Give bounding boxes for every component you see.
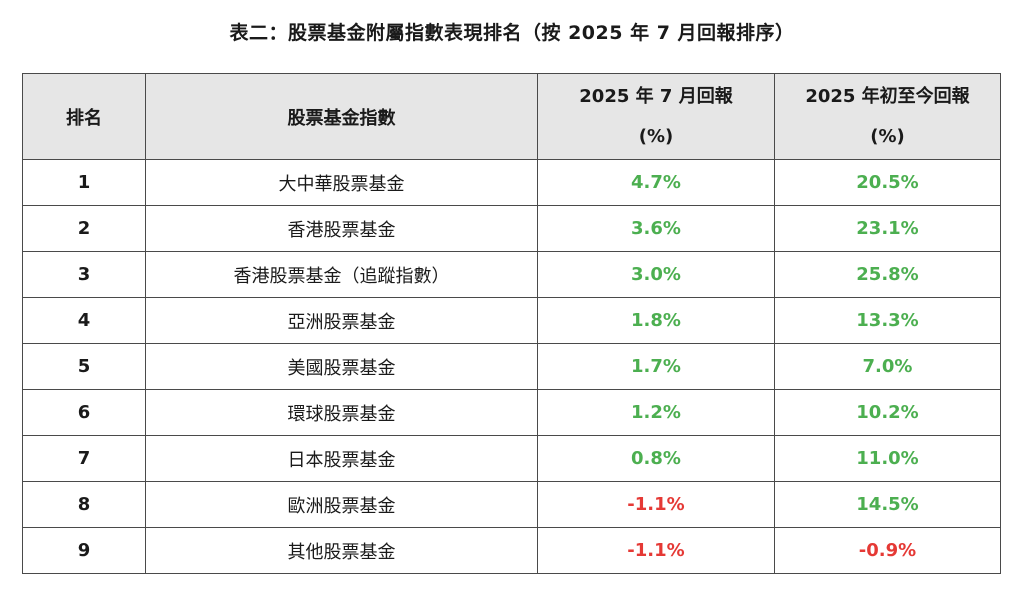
ranking-table: 排名 股票基金指數 2025 年 7 月回報 (%) 2025 年初至今回報 (… (22, 73, 1001, 574)
rank-cell: 1 (22, 159, 146, 206)
rank-cell: 8 (22, 481, 146, 528)
header-july-return: 2025 年 7 月回報 (%) (537, 73, 775, 160)
rank-cell: 3 (22, 251, 146, 298)
rank-cell: 6 (22, 389, 146, 436)
header-rank-label: 排名 (66, 107, 102, 129)
ytd-return-cell: 13.3% (774, 297, 1001, 344)
ytd-return-cell: 7.0% (774, 343, 1001, 390)
july-return-cell: 1.2% (537, 389, 775, 436)
header-rank: 排名 (22, 73, 146, 160)
fund-index-cell: 大中華股票基金 (145, 159, 538, 206)
fund-index-cell: 亞洲股票基金 (145, 297, 538, 344)
table-row: 6 環球股票基金 1.2% 10.2% (22, 389, 1001, 436)
table-body: 1 大中華股票基金 4.7% 20.5% 2 香港股票基金 3.6% 23.1% 3 香港股票基金… (22, 159, 1001, 574)
july-return-cell: -1.1% (537, 481, 775, 528)
july-return-cell: -1.1% (537, 527, 775, 574)
rank-cell: 7 (22, 435, 146, 482)
table-row: 7 日本股票基金 0.8% 11.0% (22, 435, 1001, 482)
rank-cell: 4 (22, 297, 146, 344)
ytd-return-cell: 25.8% (774, 251, 1001, 298)
table-row: 9 其他股票基金 -1.1% -0.9% (22, 527, 1001, 574)
july-return-cell: 1.7% (537, 343, 775, 390)
rank-cell: 9 (22, 527, 146, 574)
header-ytd-return-unit: (%) (870, 125, 905, 147)
table-title: 表二：股票基金附屬指數表現排名（按 2025 年 7 月回報排序） (229, 22, 795, 44)
fund-index-cell: 香港股票基金 (145, 205, 538, 252)
ytd-return-cell: 20.5% (774, 159, 1001, 206)
rank-cell: 5 (22, 343, 146, 390)
table-row: 4 亞洲股票基金 1.8% 13.3% (22, 297, 1001, 344)
ytd-return-cell: 14.5% (774, 481, 1001, 528)
table-row: 2 香港股票基金 3.6% 23.1% (22, 205, 1001, 252)
header-index-label: 股票基金指數 (287, 107, 396, 129)
table-row: 3 香港股票基金（追蹤指數） 3.0% 25.8% (22, 251, 1001, 298)
header-index: 股票基金指數 (145, 73, 538, 160)
july-return-cell: 0.8% (537, 435, 775, 482)
ytd-return-cell: 23.1% (774, 205, 1001, 252)
ytd-return-cell: 11.0% (774, 435, 1001, 482)
header-july-return-unit: (%) (638, 125, 674, 147)
ytd-return-cell: 10.2% (774, 389, 1001, 436)
july-return-cell: 1.8% (537, 297, 775, 344)
header-ytd-return-label: 2025 年初至今回報 (805, 85, 970, 107)
table-row: 8 歐洲股票基金 -1.1% 14.5% (22, 481, 1001, 528)
fund-index-cell: 其他股票基金 (145, 527, 538, 574)
july-return-cell: 3.6% (537, 205, 775, 252)
fund-index-cell: 歐洲股票基金 (145, 481, 538, 528)
july-return-cell: 3.0% (537, 251, 775, 298)
header-july-return-label: 2025 年 7 月回報 (579, 85, 733, 107)
header-row: 排名 股票基金指數 2025 年 7 月回報 (%) 2025 年初至今回報 (… (22, 73, 1001, 160)
table-row: 1 大中華股票基金 4.7% 20.5% (22, 159, 1001, 206)
fund-index-cell: 香港股票基金（追蹤指數） (145, 251, 538, 298)
july-return-cell: 4.7% (537, 159, 775, 206)
rank-cell: 2 (22, 205, 146, 252)
ytd-return-cell: -0.9% (774, 527, 1001, 574)
header-ytd-return: 2025 年初至今回報 (%) (774, 73, 1001, 160)
fund-index-cell: 日本股票基金 (145, 435, 538, 482)
fund-index-cell: 環球股票基金 (145, 389, 538, 436)
fund-index-cell: 美國股票基金 (145, 343, 538, 390)
table-row: 5 美國股票基金 1.7% 7.0% (22, 343, 1001, 390)
